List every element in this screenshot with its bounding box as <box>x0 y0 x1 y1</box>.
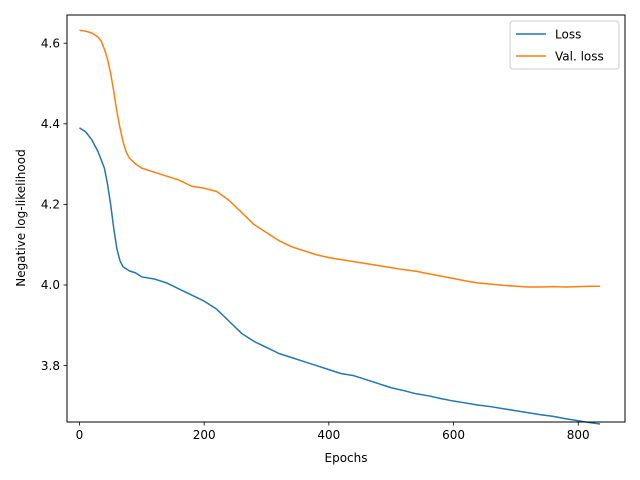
y-axis-ticks: 3.8 4.0 4.2 4.4 4.6 <box>41 36 67 373</box>
x-tick-label: 200 <box>193 428 216 442</box>
series-line-loss <box>79 127 601 425</box>
series-line-val-loss <box>79 29 601 288</box>
series-layer <box>79 29 601 425</box>
y-tick-label: 4.0 <box>41 278 60 292</box>
x-tick-label: 800 <box>567 428 590 442</box>
y-tick-label: 4.6 <box>41 36 60 50</box>
legend-box <box>509 20 620 70</box>
legend-label-val-loss: Val. loss <box>555 50 604 64</box>
legend-label-loss: Loss <box>555 28 581 42</box>
plot-frame <box>66 14 626 423</box>
x-tick-label: 600 <box>442 428 465 442</box>
x-tick-label: 400 <box>317 428 340 442</box>
x-tick-label: 0 <box>76 428 84 442</box>
y-tick-label: 4.4 <box>41 117 60 131</box>
legend: Loss Val. loss <box>509 20 620 70</box>
x-axis-label: Epochs <box>325 451 368 465</box>
y-tick-label: 4.2 <box>41 198 60 212</box>
y-tick-label: 3.8 <box>41 359 60 373</box>
y-axis-label: Negative log-likelihood <box>14 149 28 286</box>
x-axis-ticks: 0 200 400 600 800 <box>76 422 590 442</box>
